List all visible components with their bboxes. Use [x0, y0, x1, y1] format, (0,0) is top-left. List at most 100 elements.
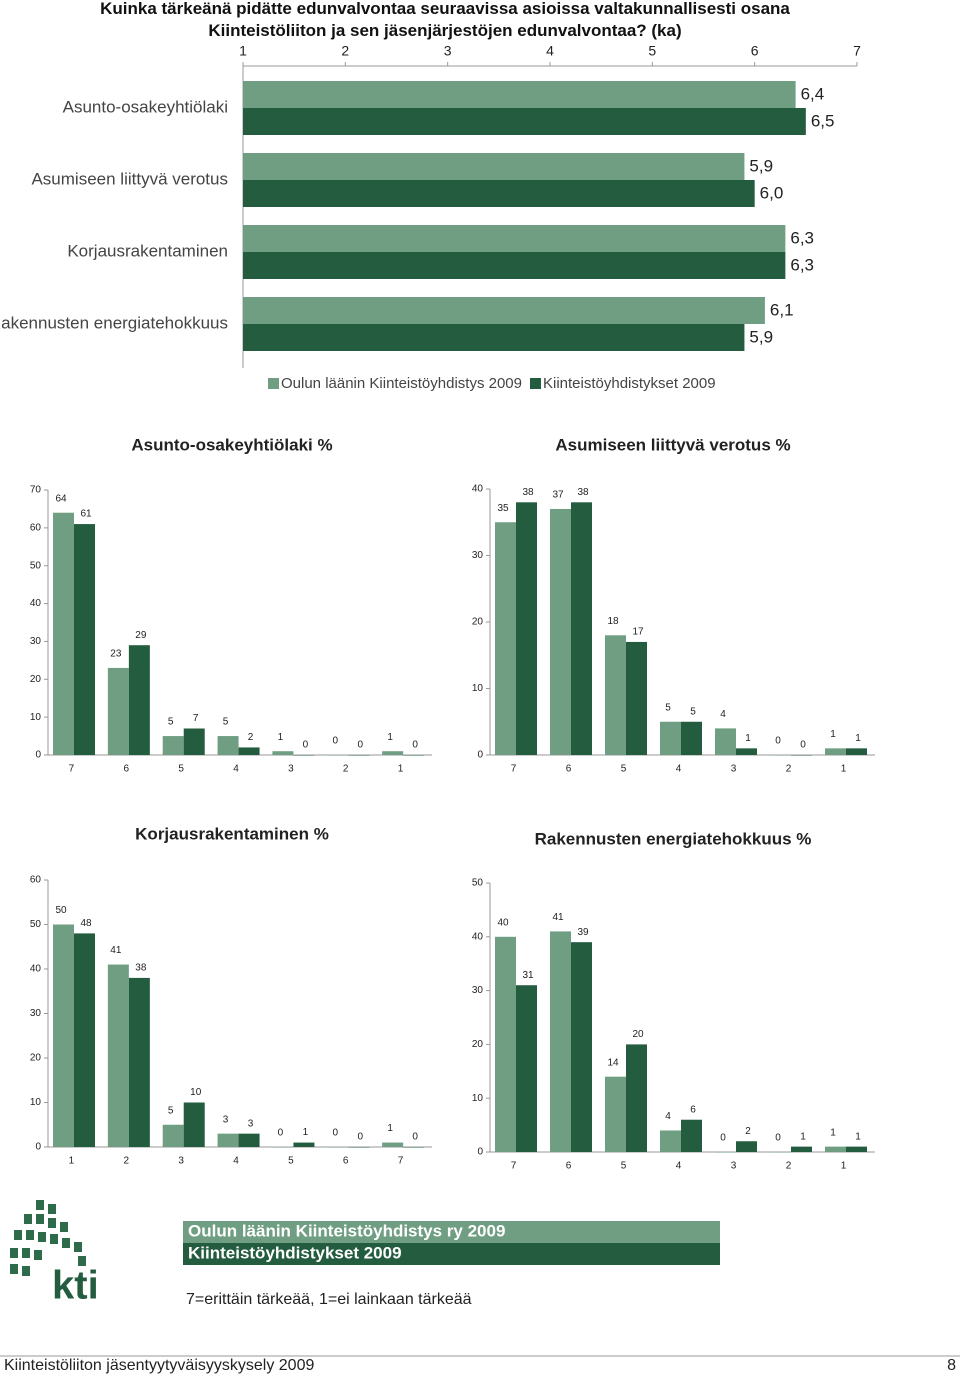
x-tick-label: 6	[751, 43, 759, 59]
y-tick-label: 20	[30, 674, 42, 685]
bar	[293, 755, 315, 756]
x-tick-label: 5	[621, 1161, 627, 1172]
x-tick-label: 6	[566, 1161, 572, 1172]
bar	[243, 225, 786, 252]
y-tick-label: 30	[472, 985, 484, 996]
legend-label: Oulun läänin Kiinteistöyhdistys ry 2009	[188, 1221, 505, 1240]
value-label: 5	[665, 702, 671, 713]
bar	[74, 524, 95, 755]
y-tick-label: 10	[472, 1093, 484, 1104]
y-tick-label: 30	[30, 636, 42, 647]
value-label: 41	[552, 912, 564, 923]
x-tick-label: 4	[233, 1156, 239, 1167]
bar	[825, 748, 846, 755]
bar	[217, 736, 239, 755]
legend-swatch	[529, 378, 541, 389]
bar	[243, 153, 745, 180]
bar	[162, 1124, 184, 1147]
y-tick-label: 50	[472, 878, 484, 889]
y-tick-label: 20	[472, 1039, 484, 1050]
category-label: Korjausrakentaminen	[67, 241, 228, 260]
y-tick-label: 40	[472, 484, 484, 495]
bar	[715, 728, 736, 755]
x-tick-label: 3	[288, 764, 294, 775]
bar	[516, 502, 537, 755]
x-tick-label: 2	[124, 1156, 130, 1167]
value-label: 1	[387, 732, 393, 743]
bar	[770, 755, 791, 756]
value-label: 0	[720, 1133, 726, 1144]
value-label: 1	[855, 733, 861, 744]
value-label: 1	[855, 1131, 861, 1142]
value-label: 0	[800, 740, 806, 751]
value-label: 50	[55, 905, 67, 916]
x-tick-label: 2	[786, 1161, 792, 1172]
x-tick-label: 2	[341, 43, 349, 59]
x-tick-label: 5	[621, 764, 627, 775]
logo-block	[34, 1250, 42, 1260]
value-label: 38	[577, 487, 589, 498]
bar	[403, 755, 425, 756]
value-label: 3	[248, 1118, 254, 1129]
y-tick-label: 60	[30, 522, 42, 533]
bar	[327, 755, 349, 756]
bar	[162, 736, 184, 755]
bar	[382, 1142, 404, 1147]
logo-block	[22, 1248, 30, 1258]
x-tick-label: 1	[398, 764, 404, 775]
value-label: 18	[607, 616, 619, 627]
x-tick-label: 2	[786, 764, 792, 775]
y-tick-label: 0	[35, 1142, 41, 1153]
x-tick-label: 7	[69, 764, 75, 775]
bar	[183, 1102, 205, 1147]
bar	[128, 645, 150, 755]
bar	[846, 748, 867, 755]
bar	[243, 81, 796, 108]
value-label: 1	[800, 1131, 806, 1142]
scale-note: 7=erittäin tärkeää, 1=ei lainkaan tärkeä…	[186, 1291, 472, 1308]
value-label: 1	[745, 733, 751, 744]
bar	[571, 502, 592, 755]
value-label: 35	[497, 503, 509, 514]
logo-block	[48, 1218, 56, 1228]
value-label: 4	[665, 1111, 671, 1122]
value-label: 40	[497, 917, 509, 928]
y-tick-label: 20	[472, 617, 484, 628]
logo-block	[24, 1214, 32, 1224]
bar	[348, 755, 370, 756]
x-tick-label: 5	[648, 43, 656, 59]
legend-swatch	[183, 1243, 720, 1265]
x-tick-label: 4	[676, 1161, 682, 1172]
value-label: 14	[607, 1057, 619, 1068]
value-label: 23	[110, 649, 122, 660]
value-label: 2	[248, 732, 254, 743]
bar	[74, 933, 95, 1147]
x-tick-label: 1	[239, 43, 247, 59]
logo-block	[10, 1264, 18, 1274]
value-label: 48	[80, 918, 92, 929]
logo-block	[38, 1232, 46, 1242]
x-tick-label: 3	[178, 1156, 184, 1167]
value-label: 1	[278, 732, 284, 743]
legend-label: Kiinteistöyhdistykset 2009	[188, 1243, 402, 1262]
bar	[243, 252, 786, 279]
value-label: 5	[168, 717, 174, 728]
logo-block	[60, 1222, 68, 1232]
logo-block	[62, 1238, 70, 1248]
value-label: 1	[830, 729, 836, 740]
bar	[217, 1133, 239, 1147]
bar	[550, 508, 571, 755]
value-label: 4	[720, 709, 726, 720]
bar	[53, 924, 74, 1147]
bar	[293, 1142, 315, 1147]
bar	[660, 1130, 681, 1152]
bar	[736, 1141, 757, 1152]
y-tick-label: 30	[472, 550, 484, 561]
value-label: 5	[168, 1105, 174, 1116]
y-tick-label: 50	[30, 919, 42, 930]
bar	[660, 721, 681, 755]
x-tick-label: 2	[343, 764, 349, 775]
x-tick-label: 4	[233, 764, 239, 775]
